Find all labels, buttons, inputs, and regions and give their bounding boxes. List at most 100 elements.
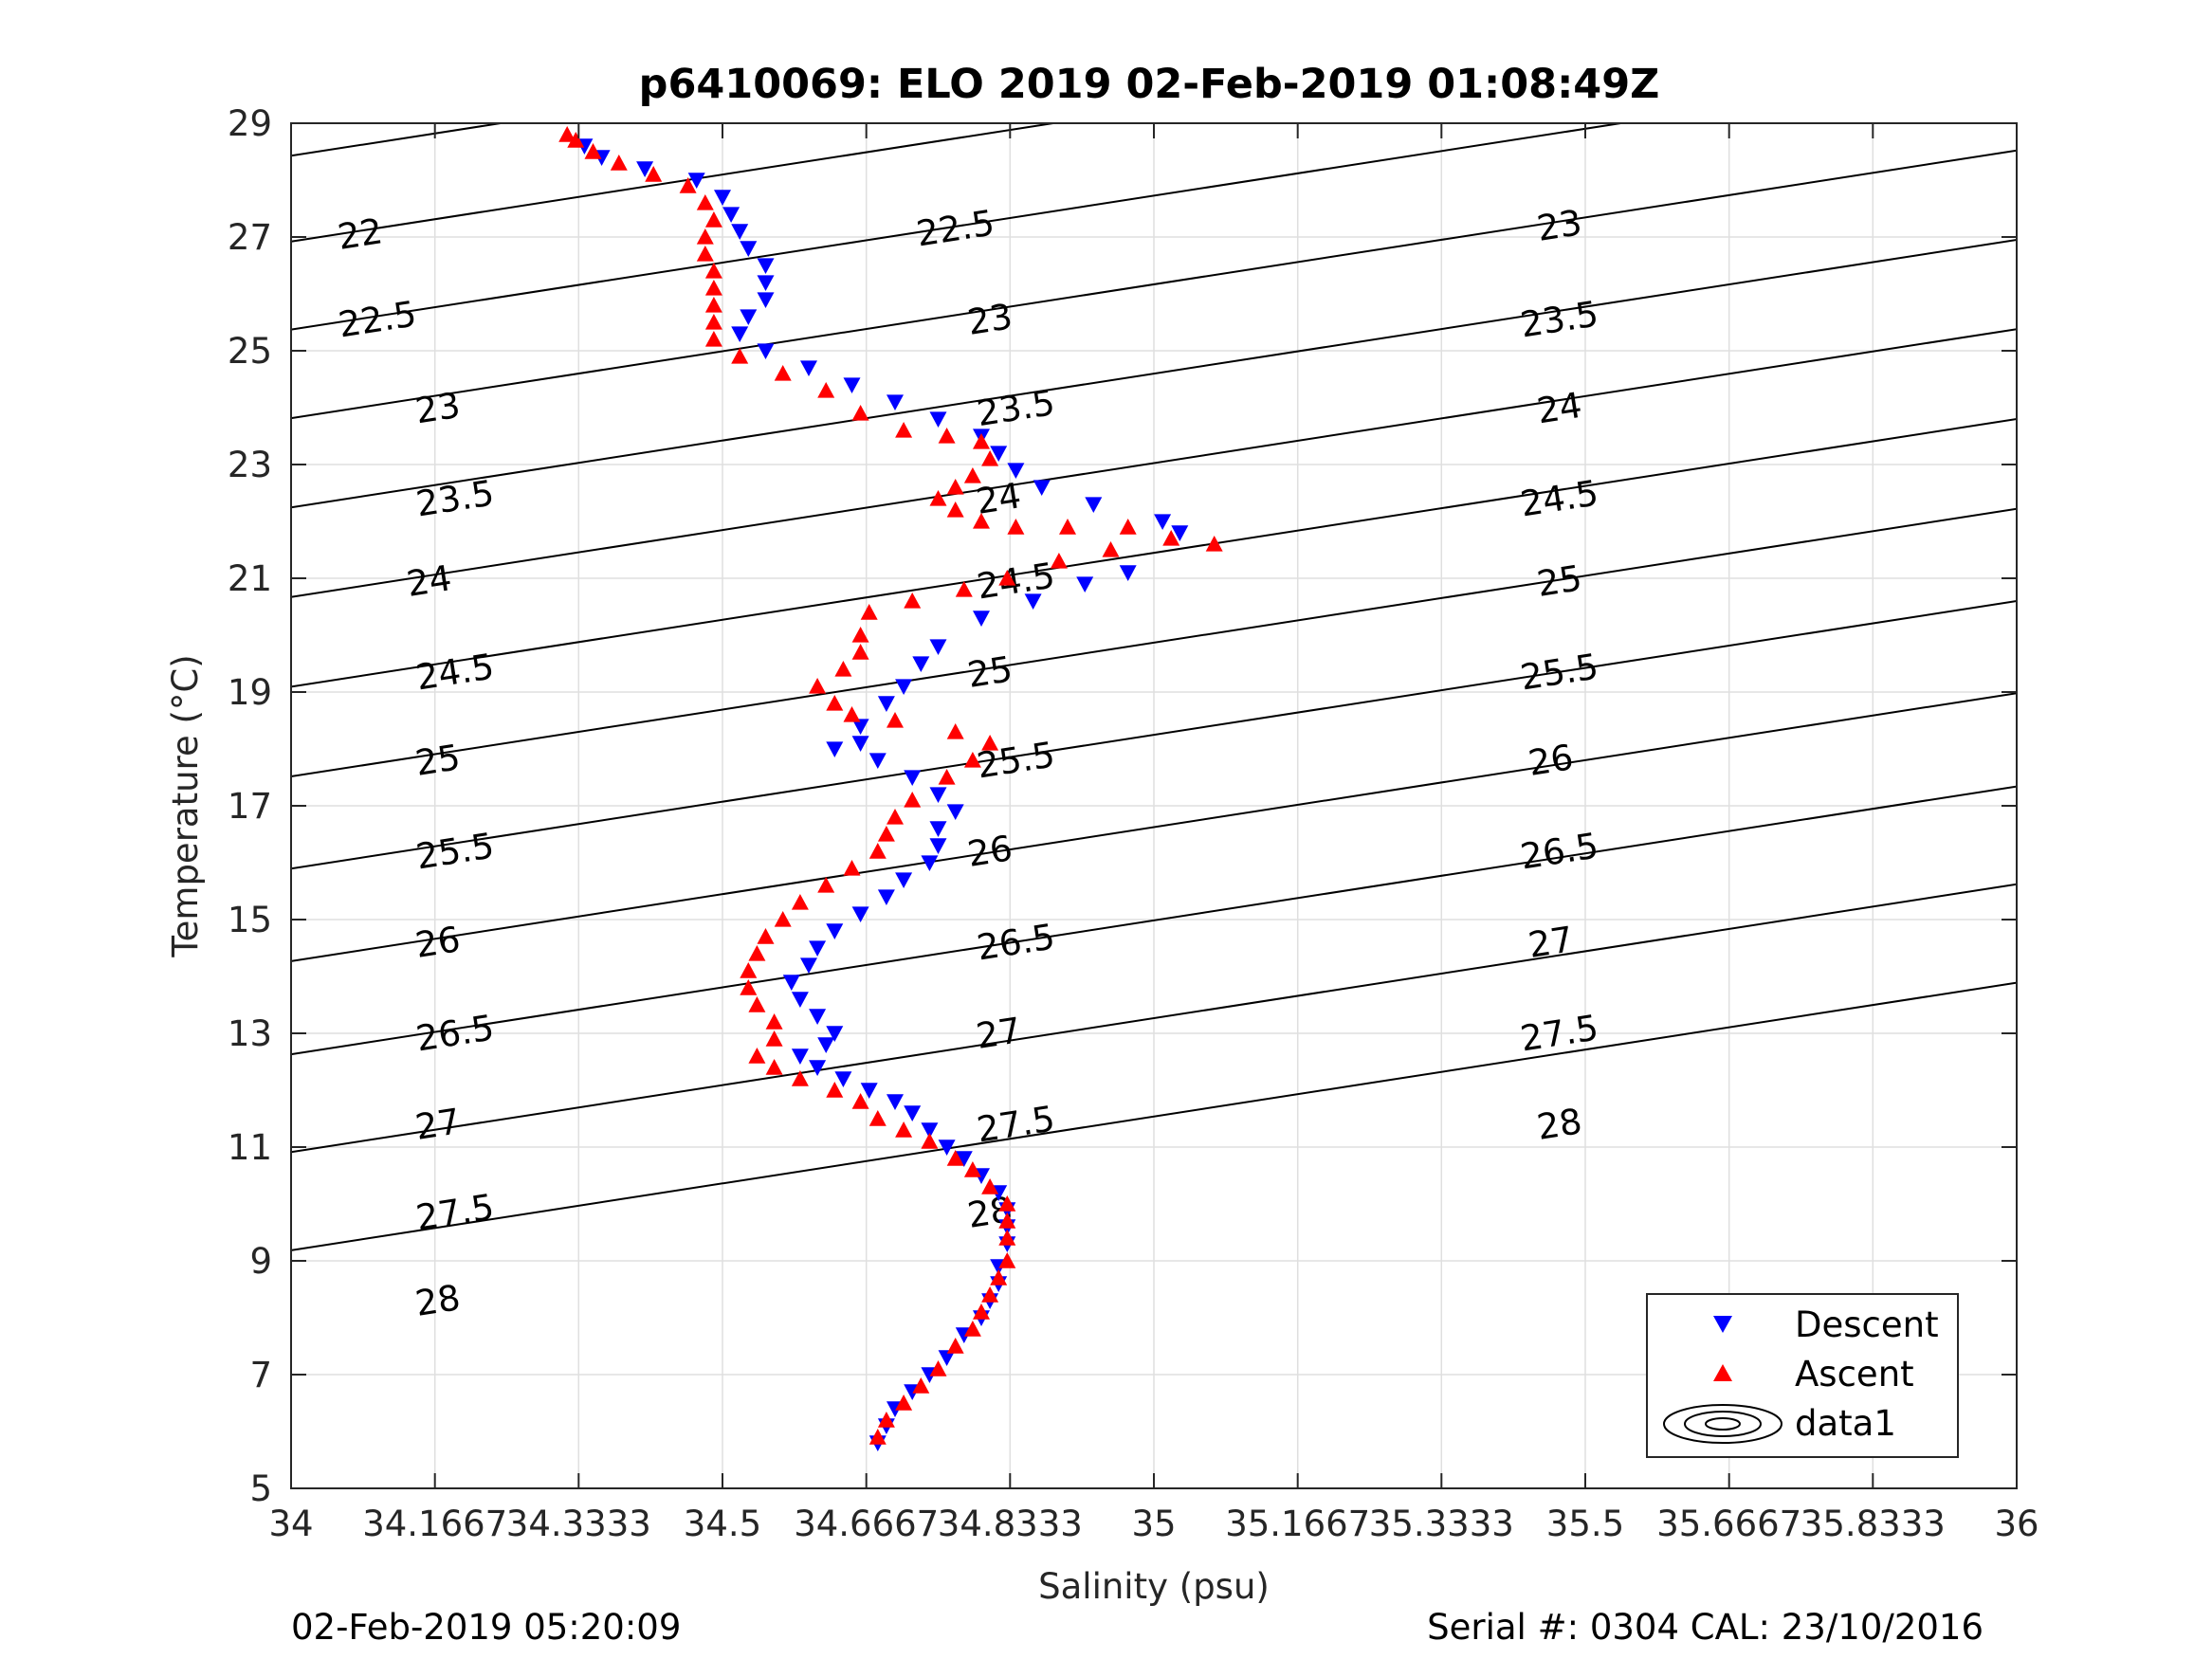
isopycnal-contours <box>291 123 2017 1251</box>
descent-point <box>1154 514 1172 530</box>
descent-point <box>843 377 861 393</box>
ascent-point <box>1059 519 1076 535</box>
descent-point <box>946 804 964 820</box>
descent-point <box>757 258 775 274</box>
ascent-point <box>679 177 697 193</box>
descent-point <box>782 975 800 991</box>
ascent-point <box>765 1059 783 1075</box>
x-tick-label: 34.5 <box>684 1504 761 1544</box>
footer-serial-cal: Serial #: 0304 CAL: 23/10/2016 <box>1427 1607 1983 1648</box>
ascent-point <box>610 155 628 171</box>
descent-point <box>722 207 740 223</box>
y-tick-label: 19 <box>228 672 272 713</box>
descent-point <box>877 696 895 712</box>
isopycnal-label: 27 <box>974 1010 1024 1057</box>
isopycnal-label: 28 <box>1534 1101 1584 1148</box>
y-tick-label: 5 <box>249 1468 272 1509</box>
descent-point <box>731 224 749 240</box>
ascent-point <box>740 962 758 978</box>
isopycnal-line <box>291 149 2017 420</box>
ascent-point <box>990 1269 1008 1285</box>
isopycnal-label: 24 <box>404 557 454 605</box>
isopycnal-label: 26 <box>1526 737 1576 784</box>
ascent-point <box>834 661 852 677</box>
descent-point <box>929 787 947 803</box>
ascent-point <box>973 513 990 529</box>
ascent-point <box>696 228 714 245</box>
ascent-point <box>817 877 835 893</box>
isopycnal-label: 26 <box>412 919 463 966</box>
descent-point <box>800 957 817 974</box>
x-tick-label: 34.6667 <box>794 1504 939 1544</box>
legend-ascent-marker <box>1713 1364 1732 1381</box>
ascent-point <box>851 627 869 643</box>
ascent-point <box>981 1286 999 1303</box>
isopycnal-line <box>291 883 2017 1154</box>
isopycnal-label: 25 <box>965 648 1015 696</box>
ascent-point <box>998 1252 1016 1268</box>
descent-point <box>687 173 705 189</box>
isopycnal-line <box>291 239 2017 509</box>
x-tick-label: 35.1667 <box>1225 1504 1370 1544</box>
legend-descent-label: Descent <box>1795 1304 1939 1345</box>
ascent-point <box>877 1412 895 1428</box>
series-ascent <box>558 126 1223 1445</box>
descent-point <box>904 1105 922 1121</box>
ascent-point <box>765 1013 783 1030</box>
y-tick-label: 21 <box>228 558 272 599</box>
descent-point <box>834 1071 852 1087</box>
ascent-point <box>981 1178 999 1194</box>
descent-point <box>1085 497 1103 513</box>
ascent-point <box>938 769 956 785</box>
ascent-point <box>998 1212 1016 1229</box>
descent-point <box>809 940 827 957</box>
legend-data1-label: data1 <box>1795 1403 1896 1444</box>
ascent-point <box>904 592 922 609</box>
descent-point <box>877 889 895 905</box>
descent-point <box>955 1151 973 1167</box>
ascent-point <box>851 1093 869 1109</box>
isopycnal-line <box>291 692 2017 962</box>
descent-point <box>1033 480 1051 496</box>
ascent-point <box>731 348 749 364</box>
isopycnal-label: 26 <box>965 828 1015 875</box>
isopycnal-line <box>291 123 1627 331</box>
ascent-point <box>938 428 956 444</box>
ascent-point <box>946 479 964 495</box>
ascent-point <box>817 382 835 398</box>
descent-point <box>921 1122 939 1139</box>
descent-point <box>826 1026 844 1042</box>
ascent-point <box>887 809 904 825</box>
ascent-point <box>584 143 602 159</box>
y-axis-label: Temperature (°C) <box>165 654 206 957</box>
ascent-point <box>946 1338 964 1354</box>
descent-point <box>887 1094 904 1110</box>
descent-point <box>895 872 913 888</box>
ascent-point <box>757 928 775 944</box>
ascent-point <box>809 678 827 694</box>
ascent-point <box>558 126 576 142</box>
x-tick-label: 35.5 <box>1546 1504 1624 1544</box>
descent-point <box>938 1350 956 1366</box>
x-tick-label: 34.1667 <box>362 1504 507 1544</box>
descent-point <box>826 741 844 757</box>
isopycnal-label: 28 <box>412 1277 463 1324</box>
x-axis-label: Salinity (psu) <box>1038 1566 1270 1607</box>
isopycnal-line <box>291 981 2017 1251</box>
descent-point <box>636 161 654 177</box>
descent-point <box>990 446 1008 462</box>
descent-point <box>929 639 947 655</box>
y-axis-ticks: 5 7 9 11 13 15 17 19 21 23 25 27 29 <box>228 103 2017 1509</box>
isopycnal-label: 27 <box>1526 919 1576 966</box>
ascent-point <box>998 1195 1016 1212</box>
ascent-point <box>774 365 792 381</box>
y-tick-label: 25 <box>228 331 272 372</box>
isopycnal-line <box>291 785 2017 1056</box>
isopycnal-label: 22 <box>335 210 385 258</box>
descent-point <box>809 1009 827 1025</box>
isopycnal-label: 23 <box>965 296 1015 343</box>
ascent-point <box>851 405 869 421</box>
ascent-point <box>973 1304 990 1320</box>
ascent-point <box>748 996 766 1012</box>
x-tick-label: 36 <box>1994 1504 2038 1544</box>
